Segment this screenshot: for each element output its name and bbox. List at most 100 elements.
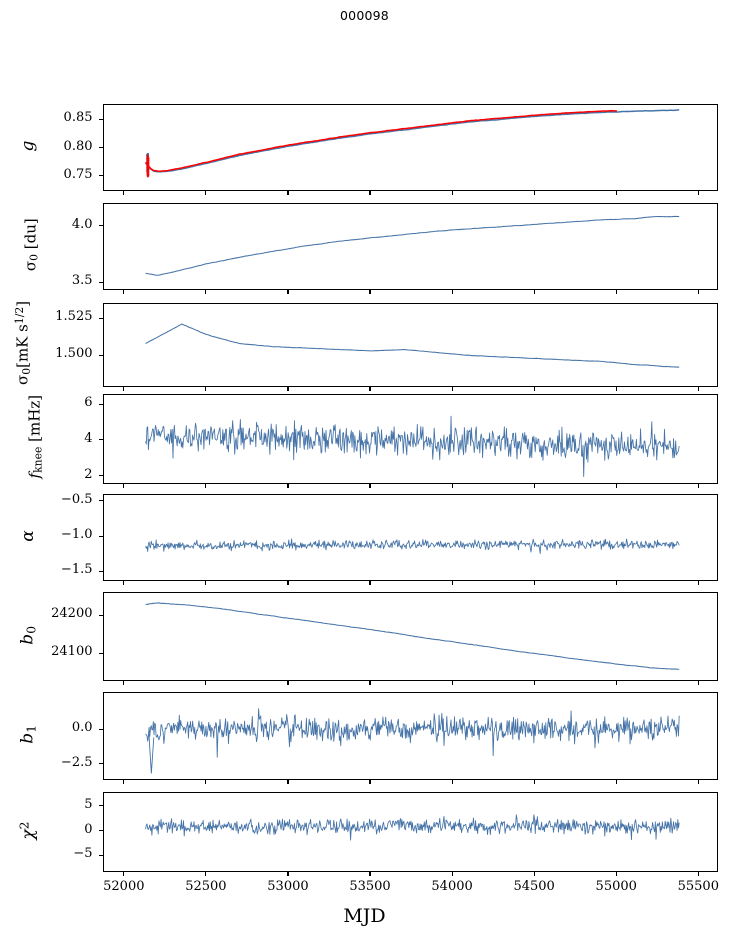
figure-title: 000098 [340,8,389,23]
x-tickmark-b0-1 [205,681,207,685]
y-tickmark-b1-1 [98,728,103,730]
y-tickmark-alpha-1 [98,535,103,537]
panel-sigma0-du [102,203,718,290]
panel-chi2 [102,792,718,872]
x-axis-label: MJD [343,905,386,927]
series-sigma0-du-0 [145,216,679,275]
y-tickmark-f-knee-0 [98,475,103,477]
x-tickmark-gain-1 [205,191,207,195]
x-tick-label-3: 53500 [349,879,391,894]
y-tick-label-alpha-1: −1.0 [60,527,93,543]
series-b1-0 [145,709,679,758]
x-tickmark-sigma0-mKs-6 [615,387,617,391]
x-tickmark-f-knee-1 [205,484,207,488]
x-tickmark-b0-3 [369,681,371,685]
y-tick-label-alpha-0: −1.5 [60,562,93,578]
x-tickmark-b1-6 [615,780,617,784]
x-tickmark-chi2-3 [369,872,371,876]
panel-f-knee [102,394,718,484]
x-tickmark-b0-7 [697,681,699,685]
x-tickmark-alpha-5 [533,581,535,585]
x-tickmark-sigma0-mKs-4 [451,387,453,391]
x-tickmark-chi2-5 [533,872,535,876]
x-tickmark-b0-6 [615,681,617,685]
x-tickmark-b1-4 [451,780,453,784]
x-tickmark-f-knee-2 [287,484,289,488]
x-tickmark-gain-5 [533,191,535,195]
x-tick-label-6: 55000 [595,879,637,894]
y-tickmark-b0-1 [98,614,103,616]
y-tick-label-gain-2: 0.85 [63,110,93,126]
y-tick-label-gain-0: 0.75 [63,166,93,182]
y-tick-label-chi2-0: −5 [73,846,93,862]
y-tick-label-chi2-2: 5 [84,796,93,812]
series-b1-startexcursion [148,733,153,773]
x-tickmark-alpha-3 [369,581,371,585]
y-tickmark-gain-1 [98,146,103,149]
x-tickmark-sigma0-du-1 [205,290,207,294]
y-tick-label-sigma0-du-0: 3.5 [71,273,93,289]
y-tickmark-f-knee-2 [98,403,103,405]
x-tickmark-sigma0-mKs-1 [205,387,207,391]
x-tickmark-alpha-2 [287,581,289,585]
x-tickmark-f-knee-0 [123,484,125,488]
x-tickmark-sigma0-du-0 [123,290,125,294]
y-tick-label-sigma0-du-1: 4.0 [71,216,93,232]
x-tickmark-sigma0-mKs-7 [697,387,699,391]
y-tick-label-sigma0-mKs-0: 1.500 [55,346,93,362]
x-tickmark-f-knee-7 [697,484,699,488]
panel-b0 [102,592,718,681]
x-tickmark-sigma0-mKs-3 [369,387,371,391]
y-tick-label-alpha-2: −0.5 [60,491,93,507]
panel-sigma0-mKs [102,303,718,387]
x-tickmark-sigma0-mKs-2 [287,387,289,391]
y-tick-label-gain-1: 0.80 [63,138,93,154]
y-tickmark-sigma0-du-0 [98,281,103,283]
x-tickmark-f-knee-4 [451,484,453,488]
x-tickmark-sigma0-mKs-0 [123,387,125,391]
x-tickmark-sigma0-du-3 [369,290,371,294]
panel-alpha [102,494,718,581]
y-axis-label-chi2: χ2 [17,821,39,840]
x-tickmark-b0-0 [123,681,125,685]
series-chi2-0 [145,815,679,840]
x-tickmark-sigma0-du-2 [287,290,289,294]
x-tickmark-b0-2 [287,681,289,685]
y-tickmark-sigma0-mKs-1 [98,317,103,319]
x-tickmark-chi2-2 [287,872,289,876]
y-tickmark-sigma0-mKs-0 [98,354,103,356]
x-tickmark-sigma0-du-6 [615,290,617,294]
panel-gain [102,104,718,191]
x-tickmark-alpha-1 [205,581,207,585]
y-tickmark-gain-2 [98,118,103,120]
y-tickmark-alpha-0 [98,570,103,572]
x-tickmark-gain-6 [615,191,617,195]
x-tick-label-1: 52500 [185,879,227,894]
x-tickmark-f-knee-3 [369,484,371,488]
y-tick-label-b1-0: −2.5 [60,754,93,770]
x-tickmark-gain-7 [697,191,699,195]
x-tickmark-sigma0-mKs-5 [533,387,535,391]
x-tick-label-4: 54000 [431,879,473,894]
y-tick-label-f-knee-0: 2 [84,466,93,482]
x-tickmark-f-knee-6 [615,484,617,488]
x-tick-label-0: 52000 [103,879,145,894]
y-tickmark-sigma0-du-1 [98,225,103,227]
panel-b1 [102,692,718,780]
x-tickmark-chi2-4 [451,872,453,876]
x-tickmark-gain-3 [369,191,371,195]
y-tickmark-chi2-2 [98,805,103,807]
x-tickmark-chi2-1 [205,872,207,876]
y-tick-label-b0-1: 24200 [51,606,93,622]
y-tickmark-gain-0 [98,175,103,177]
x-tickmark-b0-4 [451,681,453,685]
series-sigma0-mKs-0 [145,324,679,367]
y-tick-label-f-knee-1: 4 [84,430,93,446]
y-tick-label-f-knee-2: 6 [84,395,93,411]
series-gain-0 [145,110,679,172]
series-alpha-0 [145,539,679,554]
y-tickmark-chi2-1 [98,829,103,832]
x-tickmark-chi2-6 [615,872,617,876]
x-tickmark-chi2-7 [697,872,699,876]
x-tickmark-alpha-7 [697,581,699,585]
